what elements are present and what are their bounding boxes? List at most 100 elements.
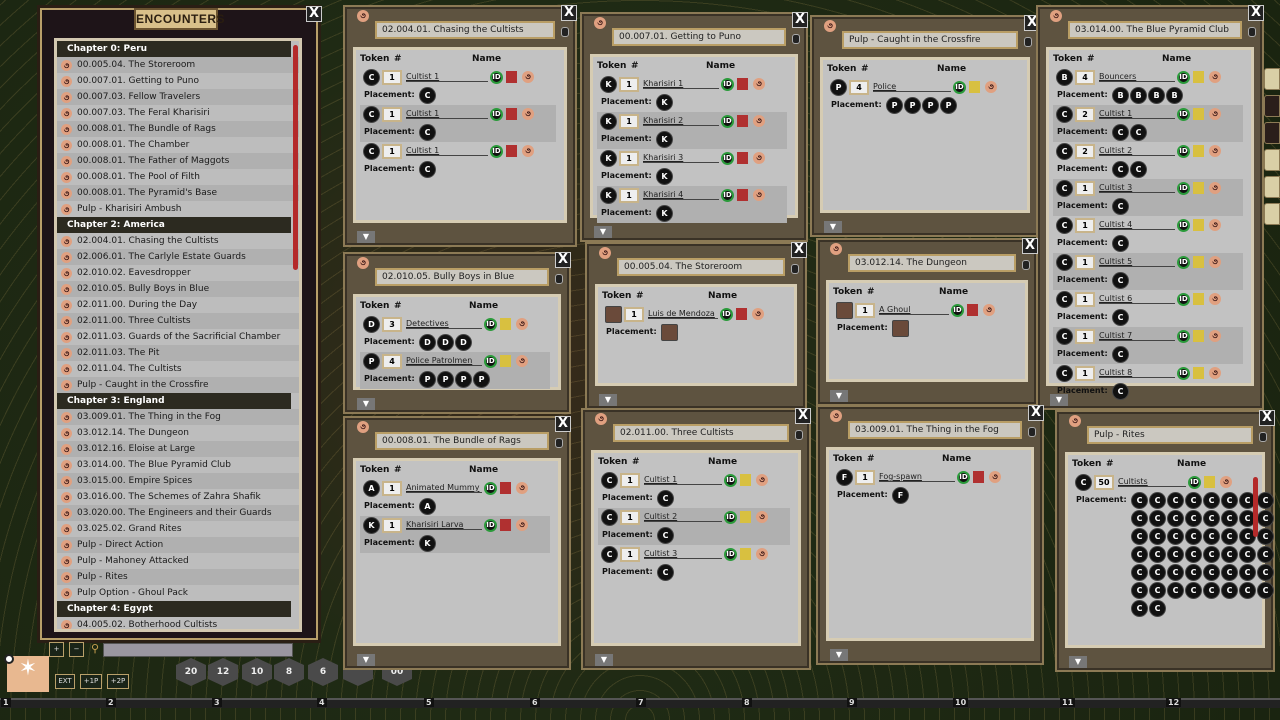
- npc-name-link[interactable]: Cultist 5: [1099, 257, 1175, 267]
- npc-token[interactable]: C: [1057, 181, 1072, 196]
- placement-token[interactable]: C: [1222, 511, 1237, 526]
- cthulhu-link-icon[interactable]: ૭: [522, 108, 534, 120]
- sidebar-tab[interactable]: [1264, 122, 1280, 144]
- npc-token[interactable]: C: [1057, 144, 1072, 159]
- placement-token[interactable]: C: [1258, 529, 1273, 544]
- faction-icon[interactable]: [1193, 145, 1204, 157]
- identified-toggle[interactable]: ID: [1177, 367, 1190, 380]
- npc-token[interactable]: K: [364, 518, 379, 533]
- encounter-list-item[interactable]: ૭ 03.016.00. The Schemes of Zahra Shafik: [57, 489, 299, 505]
- lock-icon[interactable]: [795, 430, 803, 440]
- sidebar-tab[interactable]: [1264, 68, 1280, 90]
- placement-token[interactable]: C: [1113, 199, 1128, 214]
- placement-token[interactable]: [893, 321, 908, 336]
- faction-icon[interactable]: [1193, 256, 1204, 268]
- encounter-list-item[interactable]: ૭ Pulp - Rites: [57, 569, 299, 585]
- sidebar-tab[interactable]: [1264, 149, 1280, 171]
- placement-token[interactable]: C: [1222, 583, 1237, 598]
- placement-token[interactable]: C: [1258, 547, 1273, 562]
- placement-token[interactable]: C: [1150, 547, 1165, 562]
- npc-name-link[interactable]: Cultist 2: [644, 512, 722, 522]
- count-field[interactable]: 1: [382, 481, 402, 496]
- count-field[interactable]: 1: [619, 151, 639, 166]
- encounter-title[interactable]: Pulp - Caught in the Crossfire: [842, 31, 1018, 49]
- identified-toggle[interactable]: ID: [1177, 330, 1190, 343]
- npc-name-link[interactable]: Cultist 3: [1099, 183, 1175, 193]
- lock-icon[interactable]: [1024, 37, 1032, 47]
- npc-token[interactable]: [606, 307, 621, 322]
- encounter-list-item[interactable]: ૭ Pulp - Caught in the Crossfire: [57, 377, 299, 393]
- placement-token[interactable]: B: [1113, 88, 1128, 103]
- identified-toggle[interactable]: ID: [724, 548, 737, 561]
- placement-token[interactable]: C: [1240, 583, 1255, 598]
- placement-token[interactable]: C: [1132, 601, 1147, 616]
- cthulhu-link-icon[interactable]: ૭: [1209, 256, 1221, 268]
- npc-name-link[interactable]: Police Patrolmen: [406, 356, 482, 366]
- faction-icon[interactable]: [737, 189, 748, 201]
- panel-scrollbar[interactable]: [1253, 477, 1258, 537]
- encounter-list-item[interactable]: ૭ 02.011.04. The Cultists: [57, 361, 299, 377]
- placement-token[interactable]: C: [658, 491, 673, 506]
- encounter-list-item[interactable]: ૭ 02.011.00. During the Day: [57, 297, 299, 313]
- identified-toggle[interactable]: ID: [721, 78, 734, 91]
- count-field[interactable]: 1: [624, 307, 644, 322]
- placement-token[interactable]: C: [1186, 583, 1201, 598]
- placement-token[interactable]: C: [1168, 583, 1183, 598]
- cthulhu-link-icon[interactable]: ૭: [753, 115, 765, 127]
- sidebar-tab[interactable]: [1264, 95, 1280, 117]
- placement-token[interactable]: C: [420, 162, 435, 177]
- placement-token[interactable]: C: [1113, 162, 1128, 177]
- count-field[interactable]: 1: [1075, 292, 1095, 307]
- count-field[interactable]: 1: [1075, 181, 1095, 196]
- cthulhu-link-icon[interactable]: ૭: [1220, 476, 1232, 488]
- placement-token[interactable]: B: [1149, 88, 1164, 103]
- cthulhu-icon[interactable]: ૭: [830, 243, 842, 255]
- npc-token[interactable]: C: [602, 547, 617, 562]
- placement-token[interactable]: C: [1168, 511, 1183, 526]
- close-window-button[interactable]: X: [555, 416, 571, 432]
- npc-token[interactable]: C: [1057, 292, 1072, 307]
- die-d12[interactable]: 12: [208, 658, 238, 686]
- faction-icon[interactable]: [506, 71, 517, 83]
- placement-token[interactable]: C: [1186, 493, 1201, 508]
- placement-token[interactable]: C: [1186, 565, 1201, 580]
- placement-token[interactable]: K: [657, 95, 672, 110]
- placement-token[interactable]: C: [1204, 583, 1219, 598]
- modifier-button-1[interactable]: +1P: [80, 674, 102, 689]
- cthulhu-link-icon[interactable]: ૭: [983, 304, 995, 316]
- cthulhu-link-icon[interactable]: ૭: [1209, 330, 1221, 342]
- cthulhu-link-icon[interactable]: ૭: [1209, 367, 1221, 379]
- placement-token[interactable]: K: [657, 132, 672, 147]
- cthulhu-link-icon[interactable]: ૭: [985, 81, 997, 93]
- faction-icon[interactable]: [1193, 182, 1204, 194]
- cthulhu-link-icon[interactable]: ૭: [1209, 293, 1221, 305]
- modifier-button-2[interactable]: +2P: [107, 674, 129, 689]
- npc-name-link[interactable]: Kharisiri 3: [643, 153, 719, 163]
- npc-token[interactable]: C: [1057, 107, 1072, 122]
- npc-name-link[interactable]: Cultist 1: [406, 146, 488, 156]
- cthulhu-link-icon[interactable]: ૭: [989, 471, 1001, 483]
- close-window-button[interactable]: X: [561, 5, 577, 21]
- faction-icon[interactable]: [740, 548, 751, 560]
- cthulhu-icon[interactable]: ૭: [595, 413, 607, 425]
- faction-icon[interactable]: [736, 308, 747, 320]
- faction-icon[interactable]: [1193, 108, 1204, 120]
- npc-token[interactable]: F: [837, 470, 852, 485]
- placement-token[interactable]: B: [1167, 88, 1182, 103]
- encounter-list-item[interactable]: ૭ 00.008.01. The Pyramid's Base: [57, 185, 299, 201]
- identified-toggle[interactable]: ID: [484, 318, 497, 331]
- cthulhu-link-icon[interactable]: ૭: [516, 519, 528, 531]
- count-field[interactable]: 4: [382, 354, 402, 369]
- cthulhu-link-icon[interactable]: ૭: [1209, 219, 1221, 231]
- lock-icon[interactable]: [1259, 432, 1267, 442]
- add-button[interactable]: +: [49, 642, 64, 657]
- encounter-title[interactable]: 00.005.04. The Storeroom: [617, 258, 785, 276]
- identified-toggle[interactable]: ID: [490, 108, 503, 121]
- placement-token[interactable]: P: [438, 372, 453, 387]
- encounter-list-item[interactable]: ૭ 04.005.02. Botherhood Cultists: [57, 617, 299, 629]
- encounter-list-item[interactable]: ૭ 03.014.00. The Blue Pyramid Club: [57, 457, 299, 473]
- npc-token[interactable]: C: [1057, 255, 1072, 270]
- placement-token[interactable]: P: [887, 98, 902, 113]
- placement-token[interactable]: C: [1150, 493, 1165, 508]
- encounter-list-scrollbar[interactable]: [293, 45, 298, 270]
